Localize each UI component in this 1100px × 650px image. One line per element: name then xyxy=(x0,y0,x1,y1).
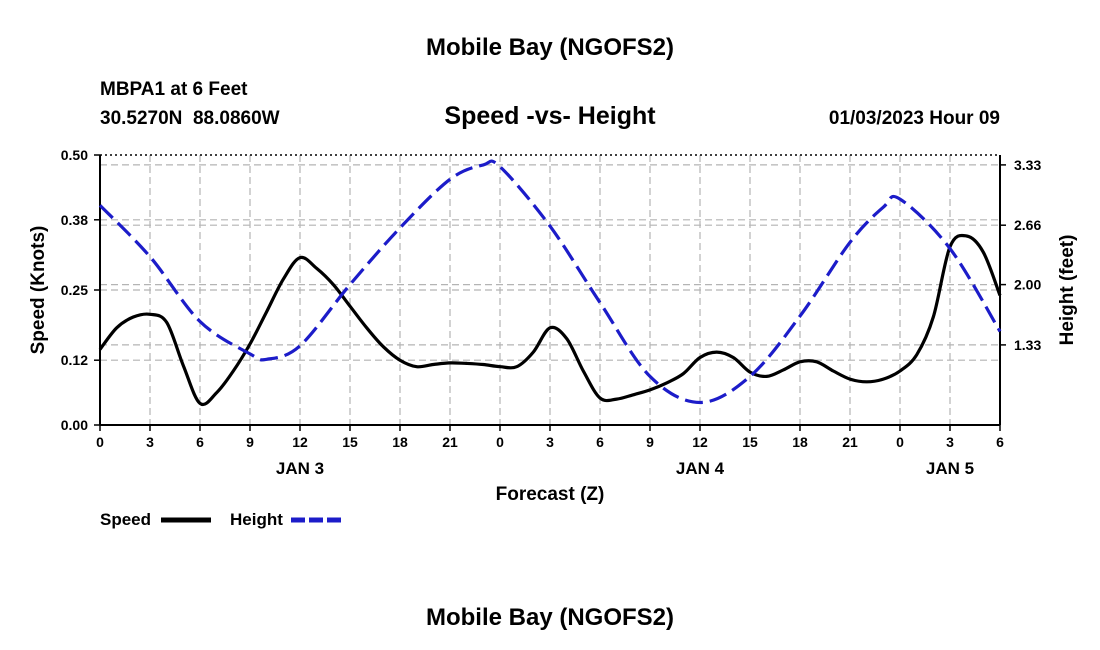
date-label: JAN 5 xyxy=(926,459,974,478)
y-right-tick-label: 2.00 xyxy=(1014,277,1041,293)
y-right-tick-label: 3.33 xyxy=(1014,157,1041,173)
x-tick-label: 12 xyxy=(292,434,308,450)
x-tick-label: 15 xyxy=(342,434,358,450)
x-tick-label: 0 xyxy=(96,434,104,450)
y-left-tick-label: 0.50 xyxy=(61,147,88,163)
x-tick-label: 6 xyxy=(996,434,1004,450)
x-tick-label: 0 xyxy=(496,434,504,450)
y-axis-right-label: Height (feet) xyxy=(1057,235,1078,346)
x-tick-label: 18 xyxy=(392,434,408,450)
timestamp-label: 01/03/2023 Hour 09 xyxy=(829,108,1000,129)
x-tick-label: 21 xyxy=(842,434,858,450)
y-left-tick-label: 0.25 xyxy=(61,282,88,298)
x-tick-label: 3 xyxy=(546,434,554,450)
y-axis-left-label: Speed (Knots) xyxy=(28,226,49,355)
axes xyxy=(94,154,1006,431)
y-left-tick-label: 0.38 xyxy=(61,212,88,228)
series-line-speed xyxy=(98,233,1002,407)
x-tick-label: 15 xyxy=(742,434,758,450)
tick-labels: 0 3 6 9 12 15 18 21 0 3 6 9 12 15 18 21 0 3 6 JAN 3 JAN 4 JAN… xyxy=(61,147,1042,478)
x-tick-label: 18 xyxy=(792,434,808,450)
grid-lines xyxy=(100,155,1000,425)
coordinates-label: 30.5270N 88.0860W xyxy=(100,108,280,129)
x-tick-label: 9 xyxy=(646,434,654,450)
chart-title: Mobile Bay (NGOFS2) xyxy=(426,34,674,61)
footer-title: Mobile Bay (NGOFS2) xyxy=(426,604,674,631)
y-left-tick-label: 0.12 xyxy=(61,352,88,368)
x-tick-label: 3 xyxy=(946,434,954,450)
x-tick-label: 9 xyxy=(246,434,254,450)
x-axis-label: Forecast (Z) xyxy=(496,484,605,505)
date-label: JAN 3 xyxy=(276,459,324,478)
x-tick-label: 0 xyxy=(896,434,904,450)
station-label: MBPA1 at 6 Feet xyxy=(100,79,248,100)
x-tick-label: 3 xyxy=(146,434,154,450)
legend-speed-label: Speed xyxy=(100,510,151,529)
legend: Speed Height xyxy=(100,510,341,529)
y-right-tick-label: 2.66 xyxy=(1014,217,1041,233)
y-left-tick-label: 0.00 xyxy=(61,417,88,433)
x-tick-label: 6 xyxy=(196,434,204,450)
x-tick-label: 6 xyxy=(596,434,604,450)
date-label: JAN 4 xyxy=(676,459,725,478)
series-line-height xyxy=(98,159,1002,405)
legend-height-label: Height xyxy=(230,510,283,529)
y-right-tick-label: 1.33 xyxy=(1014,337,1041,353)
chart-subtitle: Speed -vs- Height xyxy=(444,102,656,130)
x-tick-label: 12 xyxy=(692,434,708,450)
x-tick-label: 21 xyxy=(442,434,458,450)
series-lines xyxy=(98,159,1002,407)
